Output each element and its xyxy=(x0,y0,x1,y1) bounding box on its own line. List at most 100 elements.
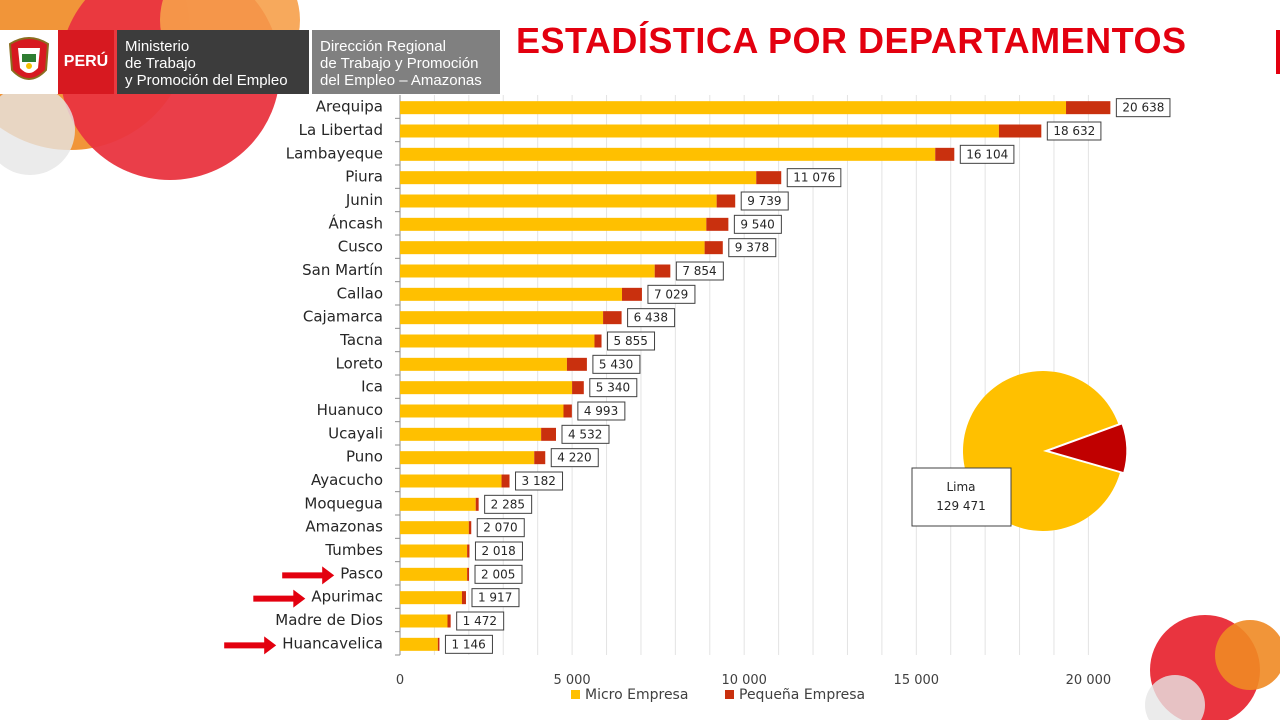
category-label: Moquegua xyxy=(304,494,383,512)
category-label: Huanuco xyxy=(317,401,383,419)
data-label: 6 438 xyxy=(634,311,668,325)
country-name: PERÚ xyxy=(63,53,109,70)
bar-pequena-empresa xyxy=(541,427,556,441)
bar-pequena-empresa xyxy=(566,357,587,371)
bar-pequena-empresa xyxy=(756,171,782,185)
ministry-line-1: Ministerio xyxy=(125,38,190,55)
bar-pequena-empresa xyxy=(704,241,723,255)
data-label: 2 070 xyxy=(483,521,517,535)
data-label-box xyxy=(786,168,842,188)
bar-micro-empresa xyxy=(400,451,535,465)
x-tick-label: 20 000 xyxy=(1066,673,1112,688)
bar-pequena-empresa xyxy=(622,287,642,301)
data-label-box xyxy=(561,424,610,444)
data-label-box xyxy=(740,191,789,211)
category-label: Ucayali xyxy=(328,424,383,442)
highlight-arrow-icon xyxy=(282,566,335,585)
category-label: Cajamarca xyxy=(303,308,383,326)
category-label: Piura xyxy=(345,168,383,186)
category-label: Pasco xyxy=(340,564,383,582)
data-label-box xyxy=(675,261,724,281)
category-label: Ica xyxy=(361,378,383,396)
pie-label-value: 129 471 xyxy=(936,499,986,513)
bar-micro-empresa xyxy=(400,264,655,278)
data-label: 5 855 xyxy=(614,334,648,348)
data-label: 16 104 xyxy=(966,147,1008,161)
bar-pequena-empresa xyxy=(572,381,584,395)
bar-pequena-empresa xyxy=(716,194,736,208)
bar-pequena-empresa xyxy=(563,404,572,418)
category-label: Cusco xyxy=(338,238,383,256)
bar-micro-empresa xyxy=(400,171,757,185)
regional-office-block: Dirección Regional de Trabajo y Promoció… xyxy=(312,30,500,94)
category-label: Ayacucho xyxy=(311,471,383,489)
ministry-line-2: de Trabajo xyxy=(125,55,196,72)
category-label: Tumbes xyxy=(324,541,383,559)
data-label-box xyxy=(484,494,533,514)
bar-micro-empresa xyxy=(400,357,567,371)
category-label: Amazonas xyxy=(305,518,383,536)
data-label-box xyxy=(647,284,696,304)
data-label-box xyxy=(515,471,564,491)
highlight-arrow-icon xyxy=(224,636,277,655)
data-label: 1 472 xyxy=(463,614,497,628)
pie-slice-pequena xyxy=(1044,422,1128,474)
regional-line-3: del Empleo – Amazonas xyxy=(320,72,482,89)
data-label-box xyxy=(607,331,656,351)
bar-micro-empresa xyxy=(400,567,468,581)
data-label-box xyxy=(471,588,520,608)
x-tick-label: 10 000 xyxy=(721,673,767,688)
data-label-box xyxy=(476,518,525,538)
bar-pequena-empresa xyxy=(467,544,470,558)
legend-label-pequena: Pequeña Empresa xyxy=(739,687,865,703)
data-label-box xyxy=(1046,121,1102,141)
data-label: 2 285 xyxy=(491,497,525,511)
ministry-line-3: y Promoción del Empleo xyxy=(125,72,288,89)
data-label-box xyxy=(577,401,626,421)
x-tick-label: 5 000 xyxy=(553,673,590,688)
page-title: ESTADÍSTICA POR DEPARTAMENTOS xyxy=(516,20,1187,61)
pie-label-name: Lima xyxy=(946,480,975,494)
category-label: La Libertad xyxy=(299,121,383,139)
data-label-box xyxy=(592,354,641,374)
regional-line-1: Dirección Regional xyxy=(320,38,446,55)
bar-pequena-empresa xyxy=(461,591,466,605)
data-label: 7 854 xyxy=(682,264,716,278)
bar-micro-empresa xyxy=(400,404,564,418)
data-label-box xyxy=(728,238,777,258)
regional-line-2: de Trabajo y Promoción xyxy=(320,55,479,72)
data-label-box xyxy=(627,308,676,328)
category-label: Madre de Dios xyxy=(275,611,383,629)
data-label: 1 917 xyxy=(478,591,512,605)
data-label: 9 378 xyxy=(735,241,769,255)
data-label-box xyxy=(444,634,493,654)
x-tick-label: 15 000 xyxy=(894,673,940,688)
data-label-box xyxy=(1115,98,1171,118)
bar-micro-empresa xyxy=(400,497,476,511)
data-label-box xyxy=(589,378,638,398)
category-label: Apurimac xyxy=(311,588,383,606)
pie-label-box xyxy=(911,467,1012,527)
bar-micro-empresa xyxy=(400,147,936,161)
peru-logo-block: PERÚ xyxy=(58,30,114,94)
legend-swatch-pequena xyxy=(725,690,734,699)
legend-swatch-micro xyxy=(571,690,580,699)
bar-micro-empresa xyxy=(400,311,604,325)
bar-micro-empresa xyxy=(400,591,462,605)
category-label: Tacna xyxy=(339,331,383,349)
bar-micro-empresa xyxy=(400,217,707,231)
coat-of-arms-logo xyxy=(0,30,58,94)
data-label: 4 532 xyxy=(568,427,602,441)
category-label: Lambayeque xyxy=(286,144,383,162)
data-label: 2 018 xyxy=(481,544,515,558)
data-label: 4 993 xyxy=(584,404,618,418)
bar-micro-empresa xyxy=(400,241,705,255)
bar-micro-empresa xyxy=(400,521,469,535)
data-label: 7 029 xyxy=(654,287,688,301)
data-label-box xyxy=(959,144,1015,164)
category-label: Loreto xyxy=(336,354,383,372)
x-tick-label: 0 xyxy=(396,673,404,688)
ministry-logo-block: Ministerio de Trabajo y Promoción del Em… xyxy=(117,30,309,94)
bar-pequena-empresa xyxy=(475,497,479,511)
